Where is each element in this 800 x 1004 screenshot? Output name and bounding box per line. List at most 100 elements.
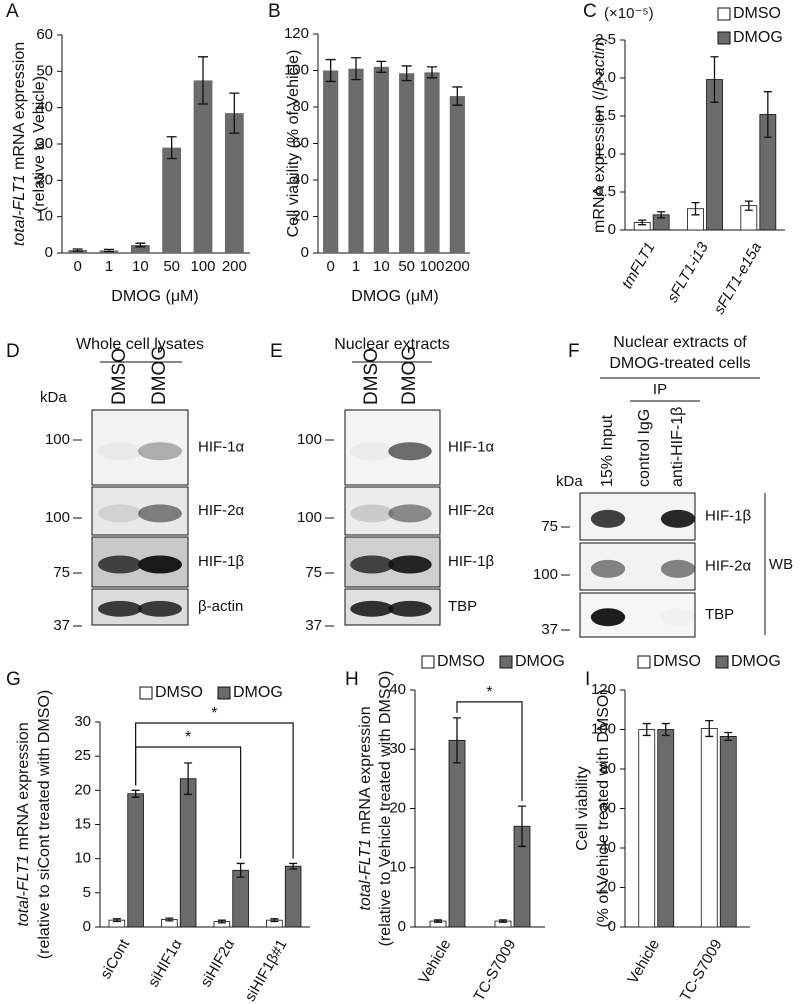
y-axis-label: (% of Vehicle treated with DMSO) bbox=[595, 689, 612, 927]
x-tick-label: TC-S7009 bbox=[470, 936, 519, 1004]
y-tick-label: 20 bbox=[599, 878, 616, 895]
panel-letter: H bbox=[345, 669, 359, 690]
significance-bracket bbox=[135, 722, 294, 859]
y-tick-label: 40 bbox=[389, 681, 406, 698]
error-bar bbox=[229, 92, 240, 134]
error-bar bbox=[499, 919, 507, 923]
error-bar bbox=[691, 201, 700, 216]
bar bbox=[719, 736, 737, 928]
error-bar bbox=[518, 805, 526, 848]
band-label: β-actin bbox=[198, 598, 243, 615]
y-axis-label-part: mRNA expression bbox=[357, 706, 374, 839]
panel-letter: B bbox=[268, 1, 281, 22]
band-label: HIF-2α bbox=[198, 502, 245, 519]
x-tick-label: 0 bbox=[326, 258, 334, 275]
x-tick-label: siHIF1β#1 bbox=[242, 936, 291, 1004]
lane-label: DMSO bbox=[361, 348, 382, 405]
error-bar bbox=[763, 91, 772, 138]
marker-label: 37 bbox=[53, 617, 70, 634]
x-tick-label: Vehicle bbox=[624, 936, 663, 986]
y-tick-label: 10 bbox=[74, 850, 91, 867]
legend-label: DMSO bbox=[155, 684, 203, 701]
blot-band bbox=[98, 504, 142, 523]
marker-label: 100 bbox=[45, 431, 70, 448]
blot-band bbox=[590, 509, 626, 528]
blot-band bbox=[661, 608, 695, 626]
blot-title: Nuclear extracts bbox=[334, 336, 450, 353]
blot-band bbox=[350, 600, 394, 617]
error-bar bbox=[198, 56, 208, 105]
blot-band bbox=[350, 555, 394, 574]
x-tick-label: siHIF2α bbox=[197, 936, 238, 990]
y-tick-label: 0 bbox=[608, 918, 616, 935]
y-axis-label-part: Cell viability (% of Vehicle) bbox=[285, 50, 302, 238]
panel-letter: D bbox=[6, 341, 20, 362]
marker-label: 37 bbox=[541, 621, 558, 638]
y-tick-label: 40 bbox=[36, 99, 53, 116]
y-axis-label-part: mRNA expression bbox=[15, 722, 32, 855]
legend-swatch bbox=[637, 655, 651, 669]
marker-label: 75 bbox=[53, 564, 70, 581]
legend-label: DMOG bbox=[731, 653, 781, 670]
lane-label: control IgG bbox=[636, 409, 653, 487]
y-tick-label: 120 bbox=[284, 25, 309, 42]
error-bar bbox=[104, 248, 114, 253]
y-axis-label-part: total-FLT1 bbox=[357, 839, 374, 911]
error-bar bbox=[166, 136, 177, 160]
marker-label: 100 bbox=[297, 509, 322, 526]
lane-label: 15% Input bbox=[599, 414, 616, 487]
legend-swatch bbox=[499, 655, 513, 669]
lane-label: anti-HIF-1β bbox=[669, 407, 686, 487]
y-axis-label: total-FLT1 mRNA expression bbox=[11, 42, 28, 246]
x-axis-label: DMOG (μM) bbox=[351, 288, 438, 305]
kda-label: kDa bbox=[556, 473, 583, 490]
y-tick-label: 2.5 bbox=[595, 31, 616, 48]
x-tick-label: Vehicle bbox=[415, 936, 454, 986]
blot-band bbox=[98, 600, 142, 617]
y-axis-label: total-FLT1 mRNA expression bbox=[357, 706, 374, 910]
marker-label: 75 bbox=[305, 564, 322, 581]
error-bar bbox=[638, 219, 647, 226]
y-multiplier: (×10⁻⁵) bbox=[604, 5, 654, 22]
band-label: HIF-1α bbox=[198, 438, 245, 455]
y-axis-label-part: β-actin bbox=[591, 42, 608, 91]
y-tick-label: 60 bbox=[599, 799, 616, 816]
error-bar bbox=[642, 722, 651, 737]
blot-band bbox=[388, 600, 432, 617]
y-axis-label: (relative to siCont treated with DMSO) bbox=[36, 690, 53, 959]
error-bar bbox=[289, 862, 298, 870]
bar bbox=[657, 729, 675, 928]
x-tick-label: 200 bbox=[445, 258, 470, 275]
blot-band bbox=[388, 555, 432, 574]
bar bbox=[638, 729, 656, 928]
legend-label: DMOG bbox=[233, 684, 283, 701]
x-tick-label: 100 bbox=[190, 258, 215, 275]
blot-band bbox=[590, 559, 626, 578]
bar bbox=[399, 73, 415, 253]
bar bbox=[193, 80, 213, 254]
legend-swatch bbox=[717, 31, 731, 45]
y-tick-label: 20 bbox=[389, 799, 406, 816]
legend-label: DMSO bbox=[733, 5, 781, 22]
y-tick-label: 60 bbox=[292, 134, 309, 151]
y-axis-label-part: (relative to siCont treated with DMSO) bbox=[36, 690, 53, 959]
y-tick-label: 0 bbox=[301, 244, 309, 261]
y-tick-label: 10 bbox=[36, 208, 53, 225]
lane-label: DMSO bbox=[109, 348, 130, 405]
blot-panel bbox=[91, 409, 189, 486]
error-bar bbox=[744, 200, 753, 211]
legend-label: DMOG bbox=[515, 653, 565, 670]
y-tick-label: 60 bbox=[36, 26, 53, 43]
blot-band bbox=[138, 555, 182, 574]
y-tick-label: 15 bbox=[74, 815, 91, 832]
y-axis-label-part: mRNA expression bbox=[11, 42, 28, 175]
y-axis-label-part: total-FLT1 bbox=[11, 174, 28, 246]
y-tick-label: 1.0 bbox=[595, 145, 616, 162]
marker-label: 37 bbox=[305, 617, 322, 634]
error-bar bbox=[165, 917, 174, 922]
x-tick-label: tmFLT1 bbox=[619, 239, 659, 291]
legend-swatch bbox=[715, 655, 729, 669]
y-axis-label: (relative to Vehicle) bbox=[31, 76, 48, 212]
y-tick-label: 40 bbox=[599, 839, 616, 856]
y-axis-label-part: mRNA expression (/ bbox=[591, 90, 608, 233]
